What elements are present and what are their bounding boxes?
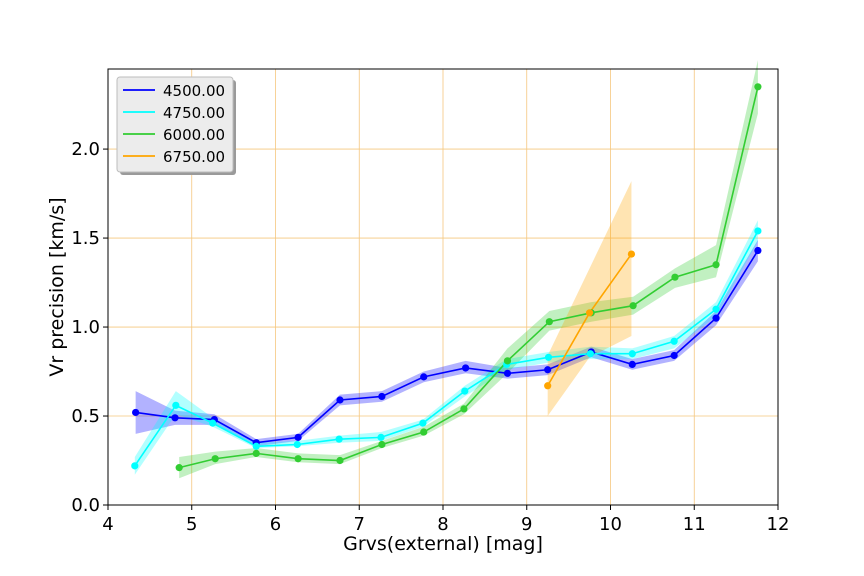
data-point bbox=[671, 273, 679, 281]
y-axis-label: Vr precision [km/s] bbox=[46, 197, 68, 376]
data-point bbox=[544, 366, 552, 374]
data-point bbox=[132, 408, 140, 417]
data-point bbox=[585, 309, 594, 317]
x-tick-label: 10 bbox=[599, 514, 622, 535]
x-axis-ticks: 4 5 6 7 8 9 10 11 12 bbox=[102, 505, 789, 535]
legend-box bbox=[116, 76, 234, 173]
data-point bbox=[712, 314, 720, 322]
data-point bbox=[503, 369, 512, 377]
x-axis-label: Grvs(external) [mag] bbox=[343, 533, 543, 555]
data-point bbox=[586, 350, 595, 358]
data-point bbox=[378, 392, 386, 401]
data-point bbox=[172, 401, 180, 409]
error-bands bbox=[134, 60, 758, 479]
data-point bbox=[503, 357, 512, 365]
data-point bbox=[131, 462, 139, 470]
data-point bbox=[294, 433, 302, 441]
error-band-6750.00 bbox=[547, 181, 632, 417]
data-point bbox=[460, 405, 468, 413]
data-point bbox=[628, 350, 636, 358]
data-point bbox=[462, 364, 470, 372]
data-point bbox=[336, 456, 344, 465]
data-points bbox=[131, 83, 762, 472]
data-point bbox=[211, 455, 219, 463]
x-tick-label: 6 bbox=[270, 514, 281, 535]
legend-label: 6000.00 bbox=[163, 126, 225, 144]
y-tick-label: 0.0 bbox=[71, 495, 100, 516]
y-axis-ticks: 0.0 0.5 1.0 1.5 2.0 bbox=[71, 139, 108, 516]
series-line-4750.00 bbox=[134, 230, 759, 467]
data-point bbox=[293, 440, 301, 449]
data-point bbox=[629, 302, 637, 310]
data-point bbox=[544, 353, 553, 361]
legend-label: 6750.00 bbox=[163, 148, 225, 166]
x-tick-label: 9 bbox=[521, 514, 532, 535]
data-point bbox=[670, 351, 678, 360]
x-tick-label: 7 bbox=[354, 514, 365, 535]
data-point bbox=[335, 435, 343, 443]
grid bbox=[108, 69, 778, 505]
y-tick-label: 1.0 bbox=[71, 317, 100, 338]
data-point bbox=[461, 387, 469, 395]
legend-label: 4500.00 bbox=[163, 82, 225, 100]
data-point bbox=[545, 318, 553, 326]
data-point bbox=[420, 373, 428, 381]
data-point bbox=[754, 246, 762, 255]
x-tick-label: 12 bbox=[767, 514, 790, 535]
data-point bbox=[670, 337, 678, 345]
data-point bbox=[754, 227, 762, 235]
y-tick-label: 1.5 bbox=[71, 228, 100, 249]
data-point bbox=[175, 464, 183, 472]
data-point bbox=[377, 433, 385, 441]
data-point bbox=[336, 396, 344, 404]
data-point bbox=[419, 419, 427, 427]
data-point bbox=[754, 83, 762, 91]
x-tick-label: 4 bbox=[102, 514, 113, 535]
data-point bbox=[209, 419, 217, 427]
x-tick-label: 5 bbox=[186, 514, 197, 535]
data-point bbox=[712, 305, 720, 313]
data-point bbox=[294, 455, 302, 463]
legend: 4500.00 4750.00 6000.00 6750.00 bbox=[116, 76, 236, 175]
data-point bbox=[628, 360, 636, 369]
data-point bbox=[712, 261, 720, 269]
data-point bbox=[420, 428, 428, 436]
data-point bbox=[171, 414, 179, 422]
y-tick-label: 0.5 bbox=[71, 406, 100, 427]
x-tick-label: 8 bbox=[437, 514, 448, 535]
data-point bbox=[627, 250, 636, 258]
y-tick-label: 2.0 bbox=[71, 139, 100, 160]
data-point bbox=[544, 382, 552, 390]
data-point bbox=[378, 440, 386, 449]
data-point bbox=[252, 449, 260, 457]
x-tick-label: 11 bbox=[683, 514, 706, 535]
series-line-4500.00 bbox=[135, 250, 759, 444]
data-point bbox=[252, 442, 260, 450]
legend-label: 4750.00 bbox=[163, 104, 225, 122]
